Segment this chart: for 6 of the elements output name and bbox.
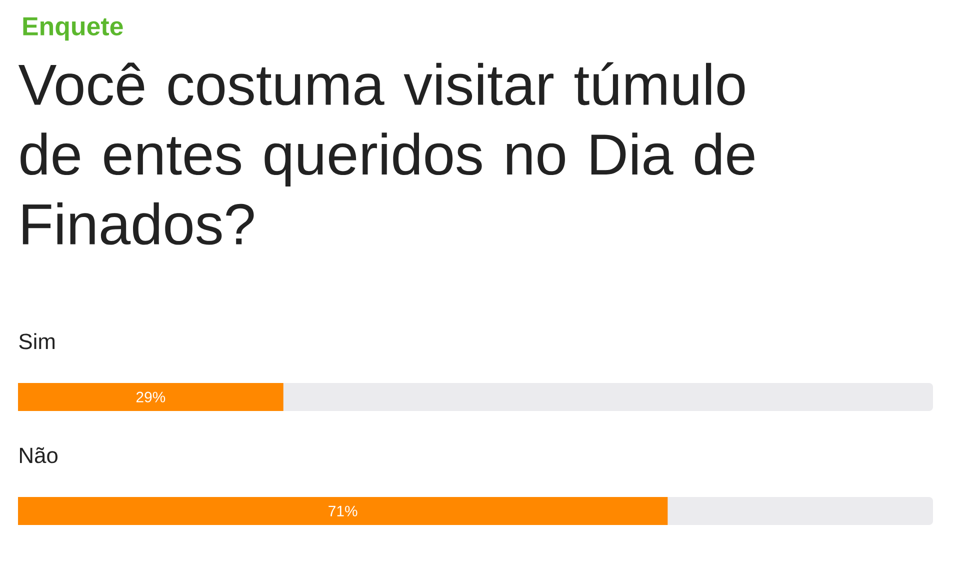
chart-subtitle: Enquete [23,17,123,41]
y-tick-label: Não [20,447,58,464]
data-label: 29% [136,392,166,402]
data-label: 71% [328,506,358,516]
y-tick-label: Sim [19,333,55,350]
chart-title: Você costuma visitar túmulo de entes queridos no Dia de Finados? [18,62,754,245]
